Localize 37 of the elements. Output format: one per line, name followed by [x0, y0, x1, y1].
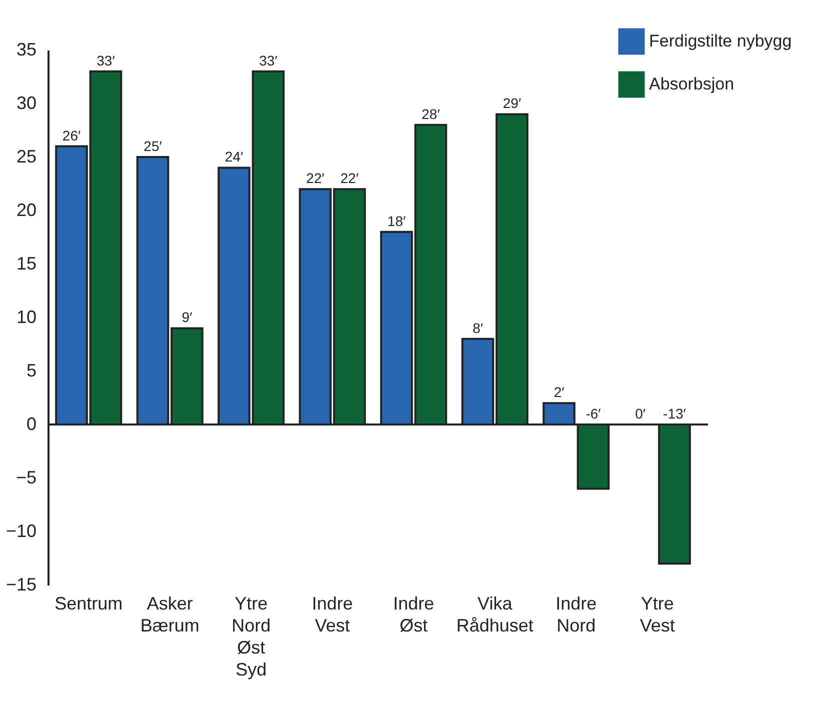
data-label: -6′	[586, 406, 602, 422]
y-tick-label: −10	[6, 521, 36, 541]
data-label: 2′	[554, 384, 565, 400]
y-tick-label: 30	[16, 93, 36, 113]
data-label: 26′	[62, 127, 81, 144]
x-tick-label: Ytre Vest	[640, 594, 675, 636]
data-label: 28′	[422, 106, 440, 122]
data-label: 25′	[144, 138, 162, 154]
data-label: 33′	[96, 52, 116, 68]
y-tick-label: 5	[26, 360, 36, 380]
y-tick-label: 20	[16, 200, 36, 220]
x-tick-label: Vika Rådhuset	[456, 594, 534, 636]
data-label: 22′	[306, 170, 325, 186]
y-tick-label: 25	[16, 146, 36, 166]
data-label: 18′	[387, 212, 406, 229]
data-label: -13′	[663, 406, 686, 422]
data-label: 0′	[635, 406, 646, 422]
y-tick-label: 0	[26, 414, 36, 434]
x-tick-label: Ytre Nord Øst Syd	[232, 594, 271, 680]
data-label: 24′	[224, 148, 244, 165]
y-tick-label: −5	[16, 468, 36, 488]
y-tick-label: 10	[16, 307, 36, 327]
data-label: 33′	[259, 52, 278, 68]
y-tick-label: 35	[16, 40, 36, 60]
x-tick-label: Indre Vest	[312, 594, 353, 636]
data-label: 8′	[472, 320, 484, 336]
y-tick-label: −15	[6, 574, 36, 594]
data-label: 9′	[182, 309, 193, 326]
x-tick-label: Indre Øst	[393, 594, 434, 636]
x-tick-label: Asker Bærum	[140, 594, 200, 636]
y-tick-label: 15	[16, 254, 36, 274]
x-tick-label: Sentrum	[54, 594, 123, 614]
x-tick-label: Indre Nord	[556, 594, 597, 636]
legend-label: Absorbsjon	[649, 74, 734, 94]
legend-label: Ferdigstilte nybygg	[649, 32, 792, 50]
data-label: 29′	[502, 95, 522, 112]
data-label: 22′	[340, 170, 359, 186]
